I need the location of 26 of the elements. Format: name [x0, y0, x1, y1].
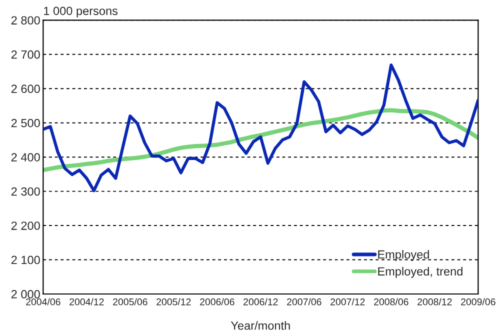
- y-axis-title: 1 000 persons: [44, 6, 118, 18]
- x-tick-label: 2008/06: [374, 298, 408, 306]
- line-series: [43, 63, 478, 192]
- x-tick-label: 2008/12: [418, 298, 452, 306]
- y-tick-label: 2 600: [11, 84, 40, 94]
- x-tick-label: 2006/06: [200, 298, 234, 306]
- line-series: [43, 108, 478, 172]
- x-tick-label: 2007/06: [287, 298, 322, 306]
- x-tick-label: 2007/12: [330, 298, 365, 306]
- y-tick-label: 2 500: [11, 118, 40, 128]
- x-tick-label: 2005/06: [113, 298, 148, 306]
- x-tick-label: 2004/06: [26, 298, 60, 306]
- x-tick-label: 2006/12: [244, 298, 278, 306]
- y-tick-label: 2 000: [11, 290, 40, 298]
- y-tick-label: 2 300: [11, 187, 40, 196]
- y-tick-label: 2 800: [11, 16, 40, 25]
- y-tick-label: 2 200: [11, 222, 40, 230]
- x-axis-title: Year/month: [230, 321, 290, 330]
- x-tick-label: 2004/12: [70, 298, 104, 306]
- y-tick-label: 2 400: [11, 153, 40, 162]
- legend-label: Employed, trend: [378, 266, 462, 278]
- x-tick-label: 2009/06: [461, 298, 496, 306]
- y-tick-label: 2 700: [11, 50, 40, 59]
- y-tick-label: 2 100: [11, 256, 40, 264]
- x-tick-label: 2005/12: [156, 298, 191, 306]
- legend-label: Employed: [378, 250, 429, 261]
